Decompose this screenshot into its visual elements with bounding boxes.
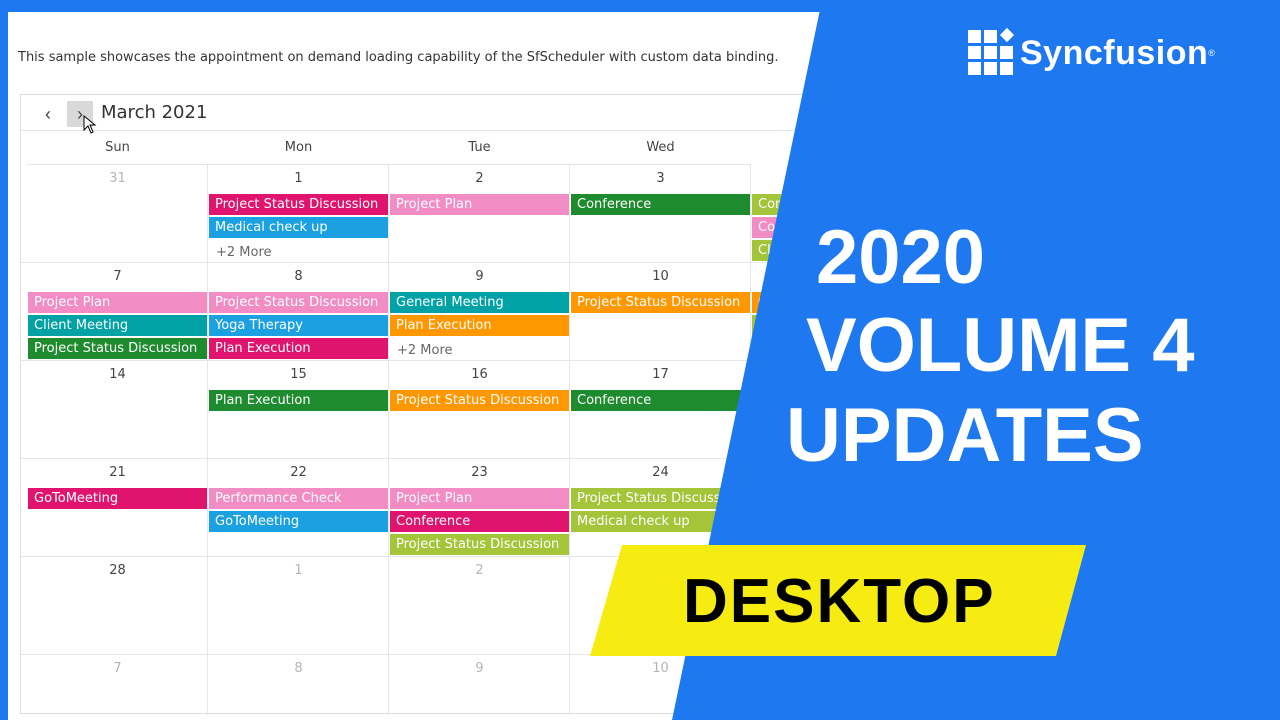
- appointment[interactable]: Project Status Discussion: [390, 534, 569, 555]
- date-number[interactable]: 7: [113, 661, 122, 676]
- day-header-sun: Sun: [27, 131, 208, 165]
- date-number[interactable]: 2: [475, 563, 484, 578]
- appointment[interactable]: GoToMeeting: [209, 511, 388, 532]
- grid-line-horizontal: [21, 360, 881, 361]
- grid-line-vertical: [207, 165, 208, 715]
- mouse-cursor-icon: [83, 115, 97, 134]
- date-number[interactable]: 2: [475, 171, 484, 186]
- chevron-left-icon[interactable]: ‹: [45, 103, 51, 124]
- date-number[interactable]: 21: [109, 465, 126, 480]
- appointment[interactable]: Performance Check: [209, 488, 388, 509]
- appointment[interactable]: Medical check up: [571, 511, 750, 532]
- appointment[interactable]: Project Status Discussion: [209, 194, 388, 215]
- appointment[interactable]: General Meeting: [390, 292, 569, 313]
- brand-name: Syncfusion: [1020, 33, 1209, 72]
- date-number[interactable]: 31: [109, 171, 126, 186]
- grid-line-vertical: [388, 165, 389, 715]
- date-number[interactable]: 15: [290, 367, 307, 382]
- appointment[interactable]: Yoga Therapy: [209, 315, 388, 336]
- appointment[interactable]: Conference: [571, 390, 750, 411]
- appointment[interactable]: GoToMeeting: [28, 488, 207, 509]
- date-number[interactable]: 16: [471, 367, 488, 382]
- date-number[interactable]: 14: [109, 367, 126, 382]
- syncfusion-logo: Syncfusion ®: [968, 27, 1215, 76]
- logo-grid-icon: [968, 27, 1015, 76]
- appointment[interactable]: Client Meeting: [28, 315, 207, 336]
- headline-volume: VOLUME 4: [806, 303, 1195, 388]
- headline-updates: UPDATES: [786, 393, 1144, 478]
- day-header-tue: Tue: [389, 131, 570, 165]
- grid-line-vertical: [569, 165, 570, 715]
- headline-year: 2020: [816, 215, 986, 300]
- date-number[interactable]: 3: [656, 171, 665, 186]
- more-appointments-link[interactable]: +2 More: [397, 343, 453, 358]
- grid-line-horizontal: [21, 556, 881, 557]
- date-number[interactable]: 17: [652, 367, 669, 382]
- desktop-badge: DESKTOP: [683, 567, 996, 636]
- appointment[interactable]: Project Plan: [28, 292, 207, 313]
- date-number[interactable]: 24: [652, 465, 669, 480]
- grid-line-horizontal: [21, 458, 881, 459]
- appointment[interactable]: Conference: [571, 194, 750, 215]
- day-header-wed: Wed: [570, 131, 751, 165]
- more-appointments-link[interactable]: +2 More: [216, 245, 272, 260]
- month-title[interactable]: March 2021: [101, 102, 208, 123]
- appointment[interactable]: Project Status Discussion: [571, 488, 750, 509]
- date-number[interactable]: 9: [475, 269, 484, 284]
- appointment[interactable]: Project Status Discussion: [390, 390, 569, 411]
- appointment[interactable]: Cons: [752, 194, 931, 215]
- date-number[interactable]: 1: [294, 171, 303, 186]
- day-header-mon: Mon: [208, 131, 389, 165]
- date-number[interactable]: 28: [109, 563, 126, 578]
- registered-mark: ®: [1208, 48, 1215, 58]
- appointment[interactable]: Project Status Discussion: [571, 292, 750, 313]
- appointment[interactable]: Plan Execution: [390, 315, 569, 336]
- date-number[interactable]: 9: [475, 661, 484, 676]
- appointment[interactable]: Project Plan: [390, 488, 569, 509]
- date-number[interactable]: 8: [294, 269, 303, 284]
- date-number[interactable]: 10: [652, 269, 669, 284]
- appointment[interactable]: Project Plan: [390, 194, 569, 215]
- appointment[interactable]: Project Status Discussion: [209, 292, 388, 313]
- appointment[interactable]: Conference: [390, 511, 569, 532]
- date-number[interactable]: 8: [294, 661, 303, 676]
- appointment[interactable]: Project Status Discussion: [28, 338, 207, 359]
- sample-description: This sample showcases the appointment on…: [18, 50, 779, 65]
- grid-line-horizontal: [21, 262, 881, 263]
- date-number[interactable]: 23: [471, 465, 488, 480]
- date-number[interactable]: 7: [113, 269, 122, 284]
- date-number[interactable]: 1: [294, 563, 303, 578]
- grid-line-horizontal: [21, 654, 881, 655]
- date-number[interactable]: 10: [652, 661, 669, 676]
- date-number[interactable]: 22: [290, 465, 307, 480]
- appointment[interactable]: Plan Execution: [209, 338, 388, 359]
- scheduler-toolbar: ‹ › March 2021: [21, 95, 879, 134]
- appointment[interactable]: Medical check up: [209, 217, 388, 238]
- appointment[interactable]: Plan Execution: [209, 390, 388, 411]
